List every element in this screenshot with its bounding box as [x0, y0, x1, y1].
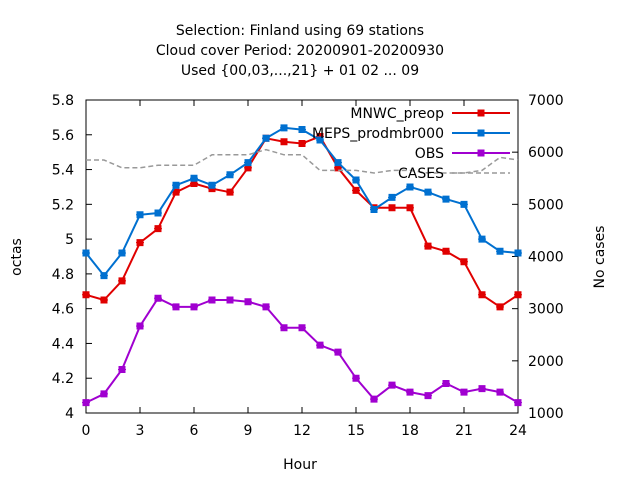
title-line-2: Cloud cover Period: 20200901-20200930 [156, 43, 444, 59]
legend: MNWC_preop MEPS_prodmbr000 OBS CASES [312, 106, 510, 182]
y2-tick-label: 2000 [528, 354, 564, 370]
y-tick-label: 5.2 [52, 197, 74, 213]
y-tick-label: 4 [65, 406, 74, 422]
x-tick-label: 18 [401, 423, 419, 439]
series-mnwc-preop [82, 133, 522, 311]
title-line-3: Used {00,03,...,21} + 01 02 ... 09 [181, 63, 419, 79]
legend-label-obs: OBS [415, 146, 444, 162]
x-tick-label: 6 [190, 423, 199, 439]
x-tick-label: 12 [293, 423, 311, 439]
y2-tick-label: 6000 [528, 145, 564, 161]
y-tick-label: 4.4 [52, 336, 74, 352]
series-line-cases [86, 148, 519, 174]
chart-title: Selection: Finland using 69 stations Clo… [156, 23, 444, 79]
series-line-mnwc-preop [85, 135, 519, 309]
y-tick-label: 5.8 [52, 93, 74, 109]
x-tick-label: 3 [136, 423, 145, 439]
y2-tick-label: 7000 [528, 93, 564, 109]
legend-label-meps-prodmbr000: MEPS_prodmbr000 [312, 126, 444, 142]
x-tick-label: 0 [82, 423, 91, 439]
legend-marker [477, 149, 485, 157]
y-tick-label: 4.2 [52, 371, 74, 387]
legend-label-cases: CASES [398, 166, 444, 182]
y-tick-label: 5.4 [52, 163, 74, 179]
y2-tick-label: 5000 [528, 197, 564, 213]
x-tick-label: 24 [509, 423, 527, 439]
y-tick-label: 5 [65, 232, 74, 248]
series-line-obs [85, 296, 519, 404]
series-layer [82, 124, 522, 407]
title-line-1: Selection: Finland using 69 stations [176, 23, 424, 39]
series-cases [86, 148, 519, 174]
x-tick-label: 15 [347, 423, 365, 439]
series-obs [82, 294, 522, 407]
x-tick-label: 9 [244, 423, 253, 439]
x-axis-label: Hour [283, 457, 317, 473]
y2-tick-label: 1000 [528, 406, 564, 422]
y-tick-label: 5.6 [52, 128, 74, 144]
y-tick-label: 4.8 [52, 267, 74, 283]
y2-axis-label: No cases [592, 226, 608, 289]
axis-ticks: 0 3 6 9 12 15 18 21 24 4 4.2 4.4 4.6 4.8 5 5.2 5.4 5.6 5.8… [52, 93, 564, 439]
legend-marker [477, 109, 485, 117]
y-tick-label: 4.6 [52, 302, 74, 318]
y2-tick-label: 3000 [528, 302, 564, 318]
legend-marker [477, 129, 485, 137]
series-line-meps-prodmbr000 [85, 126, 519, 278]
series-meps-prodmbr000 [82, 124, 522, 280]
y-axis-label: octas [9, 238, 25, 276]
x-tick-label: 21 [455, 423, 473, 439]
y2-tick-label: 4000 [528, 250, 564, 266]
legend-label-mnwc-preop: MNWC_preop [350, 106, 444, 122]
